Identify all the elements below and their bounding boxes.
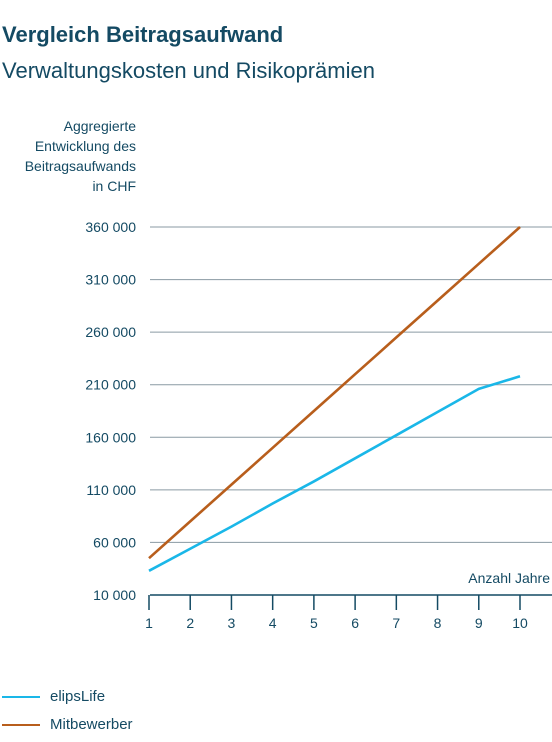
y-axis-ticks: 10 000 60 000 110 000 160 000 210 000 260 000… [85, 219, 136, 603]
y-tick-label: 360 000 [85, 219, 136, 235]
legend-item-elipslife: elipsLife [2, 688, 105, 705]
y-tick-label: 210 000 [85, 377, 136, 393]
legend-swatch-elipslife [2, 695, 40, 698]
x-tick-label: 10 [512, 615, 528, 631]
chart-title: Vergleich Beitragsaufwand [2, 22, 284, 47]
x-tick-label: 8 [434, 615, 442, 631]
x-tick-label: 9 [475, 615, 483, 631]
legend-item-mitbewerber: Mitbewerber [2, 716, 133, 733]
series-line-mitbewerber [148, 226, 521, 560]
y-tick-label: 160 000 [85, 429, 136, 445]
x-tick-label: 2 [186, 615, 194, 631]
legend-label-mitbewerber: Mitbewerber [50, 716, 133, 733]
x-tick-label: 3 [228, 615, 236, 631]
legend-swatch-mitbewerber [2, 723, 40, 726]
chart-subtitle: Verwaltungskosten und Risikoprämien [2, 58, 375, 83]
legend-label-elipslife: elipsLife [50, 688, 106, 705]
series-lines [148, 226, 521, 572]
x-tick-label: 5 [310, 615, 318, 631]
x-tick-label: 6 [351, 615, 359, 631]
y-tick-label: 310 000 [85, 272, 136, 288]
x-axis: 1 2 3 4 5 6 7 8 9 10 [145, 594, 552, 631]
x-tick-label: 4 [269, 615, 277, 631]
x-axis-label: Anzahl Jahre [468, 570, 550, 586]
y-tick-label: 260 000 [85, 324, 136, 340]
series-line-elipslife [148, 375, 521, 572]
grid-lines [150, 226, 552, 543]
y-tick-label: 60 000 [93, 534, 136, 550]
x-tick-label: 7 [392, 615, 400, 631]
x-tick-label: 1 [145, 615, 153, 631]
y-tick-label: 110 000 [86, 482, 136, 498]
y-tick-label: 10 000 [93, 587, 136, 603]
y-axis-label: Aggregierte Entwicklung des Beitragsaufw… [24, 118, 136, 194]
